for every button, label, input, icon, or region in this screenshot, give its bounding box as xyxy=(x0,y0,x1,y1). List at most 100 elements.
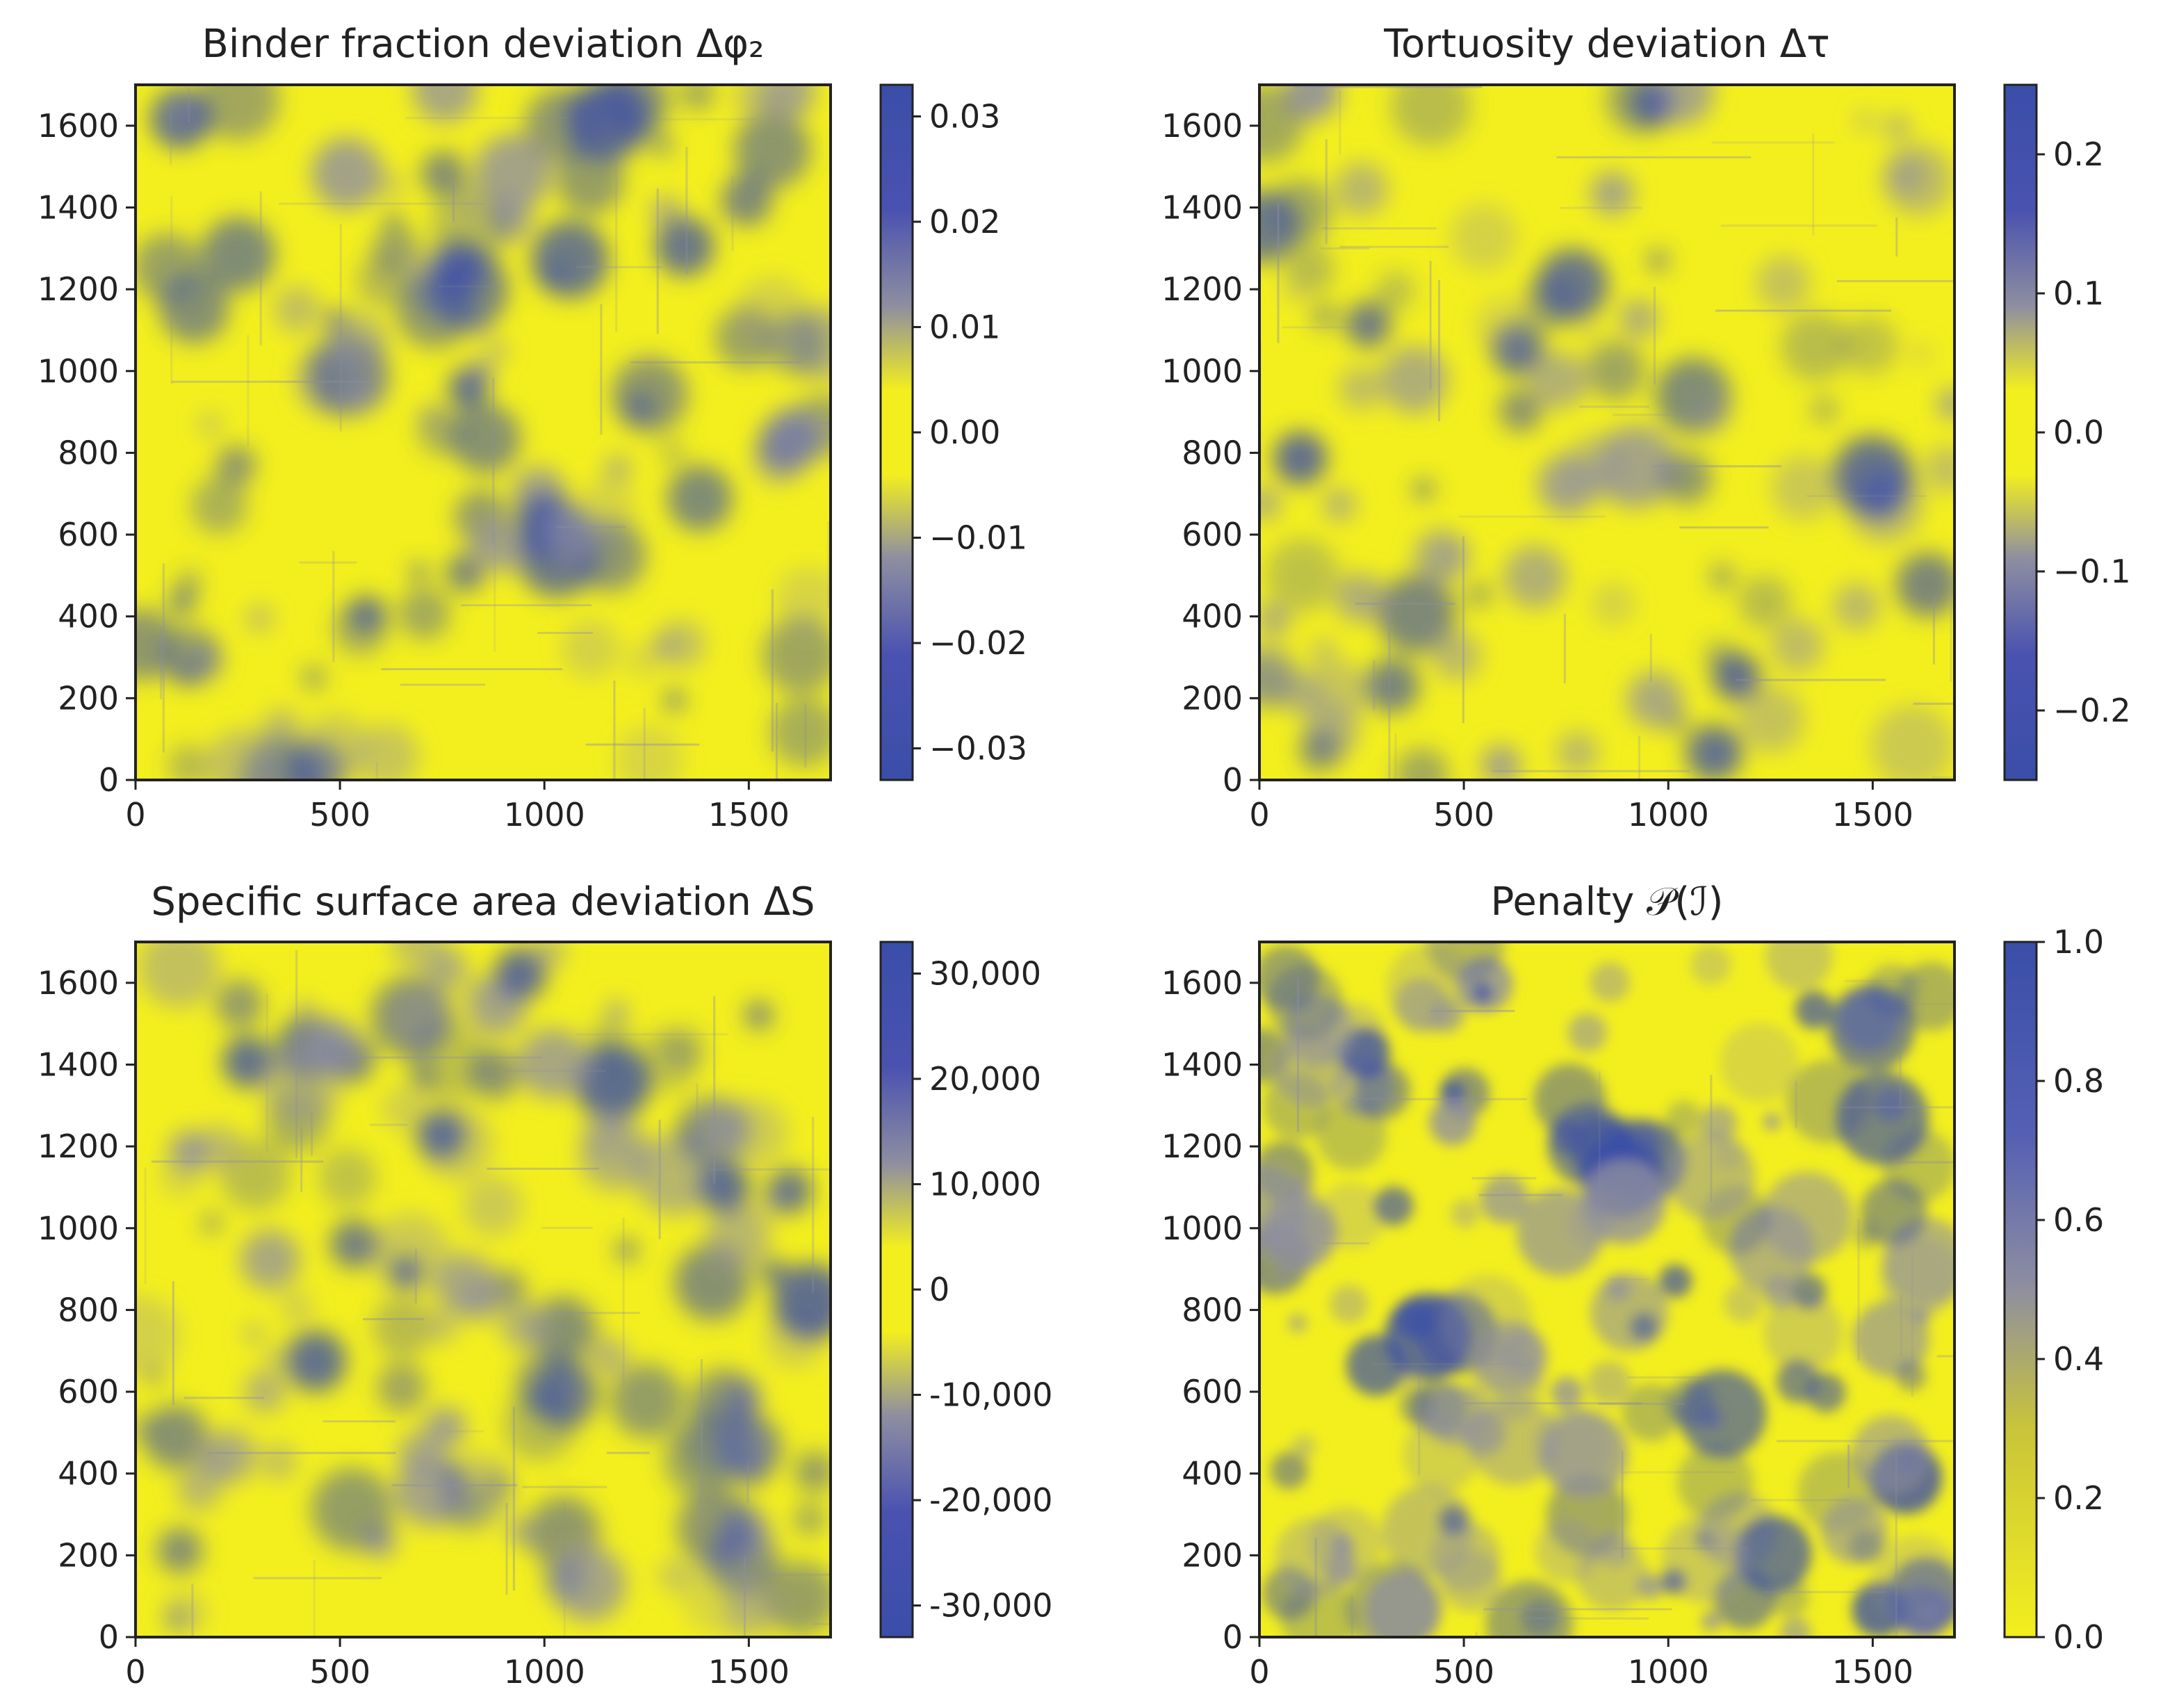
heatmap-cell xyxy=(1323,488,1356,522)
heatmap-image xyxy=(1259,85,1954,780)
heatmap-cell xyxy=(1604,1275,1631,1301)
y-tick-label: 1400 xyxy=(38,1046,119,1083)
heatmap-cell xyxy=(1530,351,1588,409)
heatmap-cell xyxy=(1848,1529,1884,1564)
heatmap-cell xyxy=(721,174,773,226)
heatmap-cell xyxy=(1438,1505,1469,1535)
colorbar-tick-label: 0.8 xyxy=(2053,1062,2104,1100)
heatmap-cell xyxy=(542,262,566,286)
heatmap-cell xyxy=(1763,1113,1781,1130)
colorbar-tick-label: −0.1 xyxy=(2053,553,2131,590)
heatmap-cell xyxy=(240,1230,300,1290)
x-tick-label: 500 xyxy=(1433,1653,1494,1691)
heatmap-cell xyxy=(1771,455,1836,520)
heatmap-blobs xyxy=(1259,942,1954,1637)
y-tick-label: 1000 xyxy=(1161,1210,1243,1247)
heatmap-cell xyxy=(163,1591,206,1634)
y-tick-label: 800 xyxy=(1182,434,1243,471)
heatmap-cell xyxy=(657,619,706,669)
heatmap-cell xyxy=(1311,302,1338,330)
x-tick-label: 0 xyxy=(125,796,145,833)
heatmap-cell xyxy=(1346,1335,1407,1397)
heatmap-image xyxy=(136,942,831,1637)
heatmap-cell xyxy=(1860,1179,1927,1246)
y-tick-label: 1400 xyxy=(38,188,119,226)
heatmap-cell xyxy=(169,101,193,125)
y-axis: 0 200 400 600 800 1000 1200 1400 1600 xyxy=(38,107,136,799)
heatmap-cell xyxy=(1498,388,1543,433)
heatmap-cell xyxy=(1658,1264,1692,1298)
heatmap-cell xyxy=(372,1296,433,1358)
heatmap-cell xyxy=(201,217,276,292)
heatmap-cell xyxy=(311,1467,394,1552)
heatmap-cell xyxy=(1701,1611,1722,1632)
heatmap-cell xyxy=(398,587,451,640)
heatmap-blobs xyxy=(1259,85,1954,780)
heatmap-cell xyxy=(1833,583,1880,631)
heatmap-cell xyxy=(1735,1515,1812,1593)
heatmap-cell xyxy=(1870,704,1954,780)
y-axis: 0 200 400 600 800 1000 1200 1400 1600 xyxy=(38,964,136,1656)
heatmap-cell xyxy=(466,978,496,1008)
heatmap-cell xyxy=(1720,1023,1799,1103)
heatmap-cell xyxy=(764,1561,831,1635)
heatmap-cell xyxy=(735,85,780,118)
heatmap-cell xyxy=(197,1124,243,1171)
heatmap-cell xyxy=(441,1480,492,1531)
heatmap-cell xyxy=(395,269,474,349)
y-tick-label: 400 xyxy=(1182,1455,1243,1493)
heatmap-cell xyxy=(311,138,383,209)
heatmap-cell xyxy=(1334,162,1389,216)
heatmap-cell xyxy=(1590,171,1635,215)
heatmap-cell xyxy=(1811,396,1838,424)
colorbar-tick-label: -10,000 xyxy=(929,1376,1053,1414)
x-tick-label: 1000 xyxy=(504,796,585,833)
heatmap-cell xyxy=(369,1213,451,1294)
heatmap-cell xyxy=(1301,85,1334,107)
heatmap-cell xyxy=(555,145,625,215)
heatmap-cell xyxy=(1259,487,1281,521)
heatmap-cell xyxy=(202,1214,220,1233)
heatmap-cell xyxy=(158,273,229,343)
heatmap-cell xyxy=(1882,143,1954,216)
heatmap-blobs xyxy=(136,942,831,1637)
heatmap-streaks xyxy=(1259,86,1954,780)
x-tick-label: 1500 xyxy=(1832,796,1913,833)
heatmap-cell xyxy=(1595,1529,1633,1568)
heatmap-cell xyxy=(1637,1573,1663,1600)
heatmap-cell xyxy=(1380,345,1448,414)
heatmap-cell xyxy=(425,1309,459,1344)
heatmap-cell xyxy=(1852,1300,1929,1377)
heatmap-cell xyxy=(190,477,248,535)
colorbar-tick-label: −0.01 xyxy=(929,519,1027,557)
heatmap-cell xyxy=(245,604,275,633)
y-tick-label: 1400 xyxy=(1161,1046,1243,1083)
x-tick-label: 0 xyxy=(1249,796,1269,833)
x-tick-label: 0 xyxy=(1249,1653,1269,1691)
heatmap-cell xyxy=(215,445,256,486)
heatmap-cell xyxy=(561,1380,579,1398)
heatmap-cell xyxy=(285,1331,347,1392)
heatmap-cell xyxy=(1761,1171,1853,1263)
heatmap-cell xyxy=(356,255,407,306)
heatmap-cell xyxy=(534,1299,602,1367)
y-tick-label: 1200 xyxy=(1161,1128,1243,1165)
panel-title: Binder fraction deviation Δφ₂ xyxy=(202,22,765,67)
heatmap-cell xyxy=(1450,204,1518,272)
colorbar-tick-label: −0.03 xyxy=(929,730,1027,767)
plot-frame xyxy=(134,83,832,781)
heatmap-cell xyxy=(667,465,733,532)
y-tick-label: 200 xyxy=(58,1536,119,1574)
heatmap-cell xyxy=(329,1219,379,1269)
heatmap-cell xyxy=(416,1110,466,1160)
heatmap-cell xyxy=(454,199,482,227)
x-tick-label: 1500 xyxy=(708,796,790,833)
heatmap-cell xyxy=(474,134,552,211)
heatmap-cell xyxy=(421,151,466,197)
heatmap-cell xyxy=(604,455,632,483)
heatmap-cell xyxy=(587,1019,632,1065)
x-tick-label: 1000 xyxy=(1628,1653,1709,1691)
heatmap-cell xyxy=(1394,747,1449,780)
heatmap-cell xyxy=(1311,637,1336,663)
colorbar-tick-label: 0.0 xyxy=(2053,414,2104,451)
